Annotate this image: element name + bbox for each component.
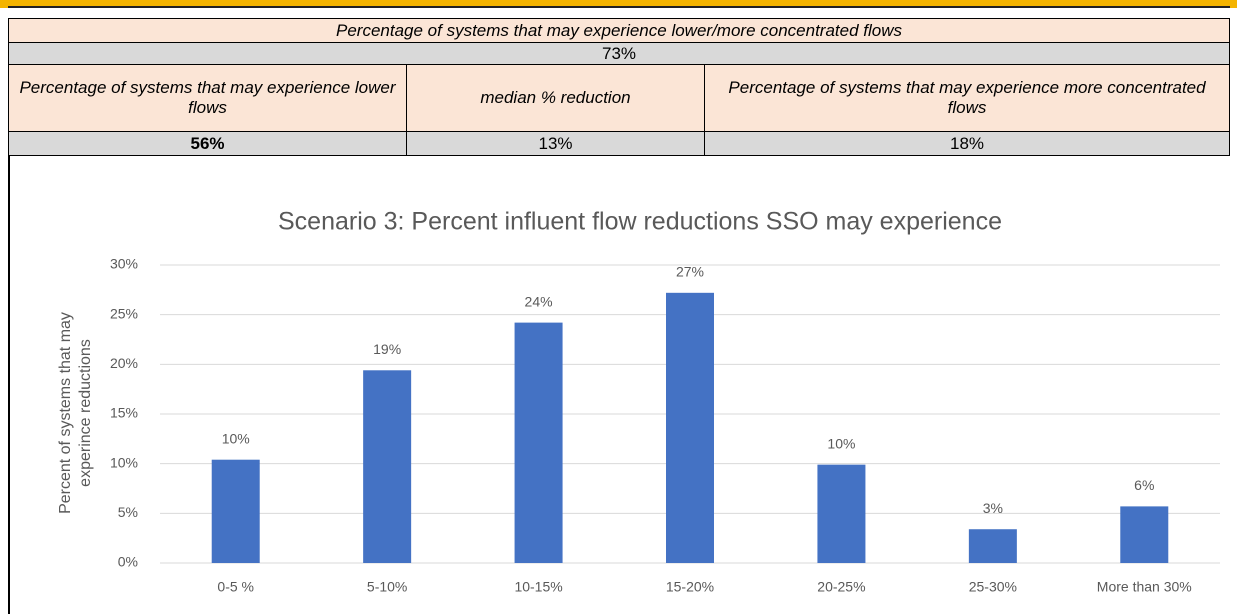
chart: Scenario 3: Percent influent flow reduct… xyxy=(8,155,1220,614)
table-value: 13% xyxy=(406,131,705,156)
bar xyxy=(514,322,563,563)
data-label: 6% xyxy=(1134,477,1154,493)
bar xyxy=(211,459,260,563)
data-label: 27% xyxy=(676,264,704,280)
column-header: Percentage of systems that may experienc… xyxy=(8,64,407,132)
table-total: 73% xyxy=(8,42,1230,65)
bar xyxy=(666,292,714,563)
x-tick-label: 10-15% xyxy=(514,579,562,595)
bar xyxy=(968,529,1017,563)
column-header: Percentage of systems that may experienc… xyxy=(704,64,1230,132)
y-tick-label: 15% xyxy=(110,405,138,421)
y-tick-label: 25% xyxy=(110,305,138,321)
top-strip xyxy=(0,0,1237,8)
bar xyxy=(363,370,412,563)
data-label: 24% xyxy=(525,293,553,309)
y-tick-label: 30% xyxy=(110,256,138,272)
y-axis-label: experince reductions xyxy=(77,339,94,487)
table-value: 56% xyxy=(8,131,407,156)
data-label: 10% xyxy=(222,430,250,446)
y-tick-label: 20% xyxy=(110,355,138,371)
bar xyxy=(817,464,866,563)
y-tick-label: 0% xyxy=(118,554,138,570)
x-tick-label: 0-5 % xyxy=(217,579,254,595)
data-label: 19% xyxy=(373,341,401,357)
y-tick-label: 5% xyxy=(118,504,138,520)
chart-title: Scenario 3: Percent influent flow reduct… xyxy=(278,208,1002,236)
y-tick-label: 10% xyxy=(110,454,138,470)
top-line xyxy=(8,6,1230,8)
column-header: median % reduction xyxy=(406,64,705,132)
data-label: 10% xyxy=(827,435,855,451)
table-header: Percentage of systems that may experienc… xyxy=(8,18,1230,43)
summary-table: Percentage of systems that may experienc… xyxy=(8,18,1230,156)
bar xyxy=(1120,506,1169,563)
x-tick-label: 20-25% xyxy=(817,579,865,595)
x-tick-label: More than 30% xyxy=(1097,579,1192,595)
x-tick-label: 25-30% xyxy=(969,579,1017,595)
data-label: 3% xyxy=(983,500,1003,516)
table-value: 18% xyxy=(704,131,1230,156)
x-tick-label: 15-20% xyxy=(666,579,714,595)
y-axis-label: Percent of systems that may xyxy=(57,312,74,514)
x-tick-label: 5-10% xyxy=(367,579,407,595)
